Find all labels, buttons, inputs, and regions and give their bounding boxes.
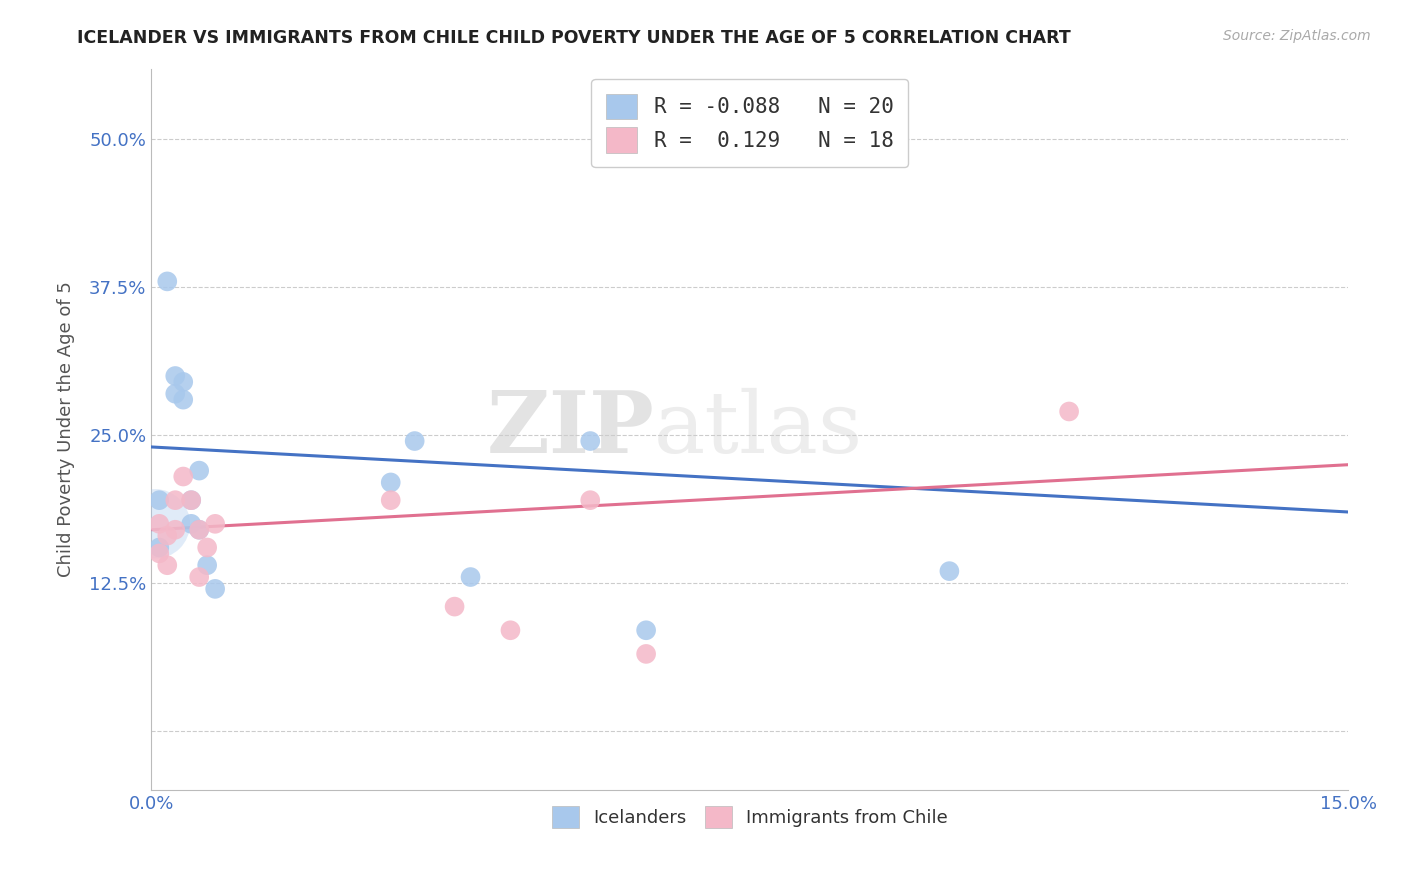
Point bbox=[659, 120, 682, 135]
Point bbox=[172, 375, 194, 389]
Legend: Icelanders, Immigrants from Chile: Icelanders, Immigrants from Chile bbox=[544, 798, 955, 835]
Text: ICELANDER VS IMMIGRANTS FROM CHILE CHILD POVERTY UNDER THE AGE OF 5 CORRELATION : ICELANDER VS IMMIGRANTS FROM CHILE CHILD… bbox=[77, 29, 1071, 46]
Point bbox=[165, 369, 187, 384]
Point bbox=[180, 516, 202, 531]
Point bbox=[195, 541, 218, 555]
Point bbox=[143, 516, 166, 531]
Point bbox=[156, 274, 179, 288]
Point bbox=[380, 475, 402, 490]
Point bbox=[636, 647, 658, 661]
Point bbox=[188, 464, 211, 478]
Point bbox=[148, 546, 170, 560]
Point bbox=[579, 434, 602, 448]
Text: Source: ZipAtlas.com: Source: ZipAtlas.com bbox=[1223, 29, 1371, 43]
Point bbox=[1057, 404, 1080, 418]
Point bbox=[460, 570, 482, 584]
Point bbox=[148, 516, 170, 531]
Point bbox=[188, 523, 211, 537]
Point bbox=[204, 516, 226, 531]
Text: ZIP: ZIP bbox=[486, 387, 654, 471]
Point bbox=[195, 558, 218, 573]
Point bbox=[188, 570, 211, 584]
Point bbox=[204, 582, 226, 596]
Point bbox=[499, 624, 522, 638]
Point bbox=[172, 469, 194, 483]
Point bbox=[188, 523, 211, 537]
Point bbox=[156, 529, 179, 543]
Point bbox=[156, 558, 179, 573]
Point bbox=[636, 624, 658, 638]
Point bbox=[380, 493, 402, 508]
Point bbox=[180, 493, 202, 508]
Text: atlas: atlas bbox=[654, 388, 863, 471]
Point bbox=[404, 434, 426, 448]
Point bbox=[148, 493, 170, 508]
Y-axis label: Child Poverty Under the Age of 5: Child Poverty Under the Age of 5 bbox=[58, 281, 75, 577]
Point bbox=[579, 493, 602, 508]
Point bbox=[938, 564, 960, 578]
Point bbox=[165, 493, 187, 508]
Point bbox=[165, 523, 187, 537]
Point bbox=[165, 386, 187, 401]
Point bbox=[172, 392, 194, 407]
Point bbox=[180, 493, 202, 508]
Point bbox=[443, 599, 465, 614]
Point bbox=[148, 541, 170, 555]
